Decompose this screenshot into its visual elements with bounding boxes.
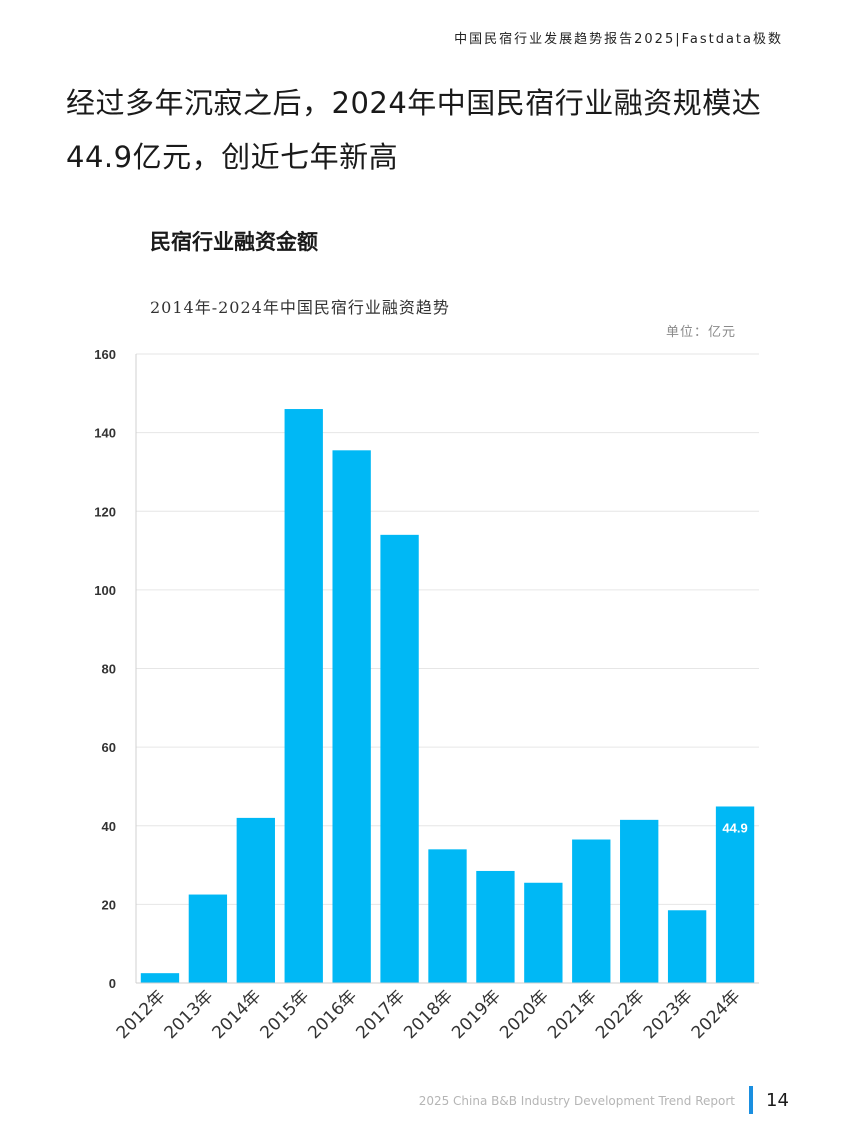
x-tick-label: 2023年: [640, 986, 697, 1043]
y-tick-label: 60: [102, 740, 116, 755]
bar: [572, 839, 611, 983]
bar: [428, 849, 467, 983]
bar: [524, 882, 563, 983]
page-headline: 经过多年沉寂之后，2024年中国民宿行业融资规模达44.9亿元，创近七年新高: [66, 86, 762, 174]
y-tick-label: 160: [94, 347, 116, 362]
chart-subtitle: 2014年-2024年中国民宿行业融资趋势: [150, 298, 450, 317]
bar: [667, 910, 707, 983]
x-tick-label: 2021年: [544, 986, 601, 1043]
footer-accent-bar: [749, 1086, 753, 1114]
chart-title: 民宿行业融资金额: [150, 230, 318, 254]
x-tick-label: 2024年: [688, 986, 745, 1043]
x-tick-label: 2018年: [400, 986, 457, 1043]
bar-data-label: 44.9: [722, 820, 747, 835]
bar: [620, 819, 659, 983]
report-header-title: 中国民宿行业发展趋势报告2025|Fastdata极数: [454, 32, 783, 47]
y-tick-label: 0: [109, 976, 116, 991]
y-tick-label: 40: [102, 819, 116, 834]
y-tick-label: 20: [102, 897, 116, 912]
x-axis: 2012年2013年2014年2015年2016年2017年2018年2019年…: [113, 982, 759, 1043]
bar: [380, 534, 419, 983]
y-tick-label: 120: [94, 504, 116, 519]
bar: [284, 409, 323, 984]
bar: [140, 973, 180, 983]
x-tick-label: 2013年: [161, 986, 218, 1043]
y-tick-label: 80: [102, 662, 116, 677]
x-tick-label: 2020年: [496, 986, 553, 1043]
y-axis: 0 20 40 60 80 100 120 140 160: [94, 347, 137, 991]
chart-bars: 44.9: [140, 409, 755, 984]
x-tick-label: 2016年: [304, 986, 361, 1043]
chart-unit-label: 单位：亿元: [665, 325, 736, 340]
y-tick-label: 100: [94, 583, 116, 598]
x-tick-label: 2022年: [592, 986, 649, 1043]
footer-report-name: 2025 China B&B Industry Development Tren…: [418, 1094, 735, 1108]
bar: [715, 806, 755, 983]
x-tick-label: 2015年: [257, 986, 314, 1043]
page-number: 14: [766, 1090, 789, 1111]
x-tick-label: 2017年: [352, 986, 409, 1043]
bar: [236, 817, 275, 983]
x-tick-label: 2019年: [448, 986, 505, 1043]
bar: [476, 870, 515, 983]
y-tick-label: 140: [94, 426, 116, 441]
x-tick-label: 2012年: [113, 986, 170, 1043]
x-tick-label: 2014年: [209, 986, 266, 1043]
bar: [332, 450, 371, 983]
bar: [188, 894, 228, 983]
